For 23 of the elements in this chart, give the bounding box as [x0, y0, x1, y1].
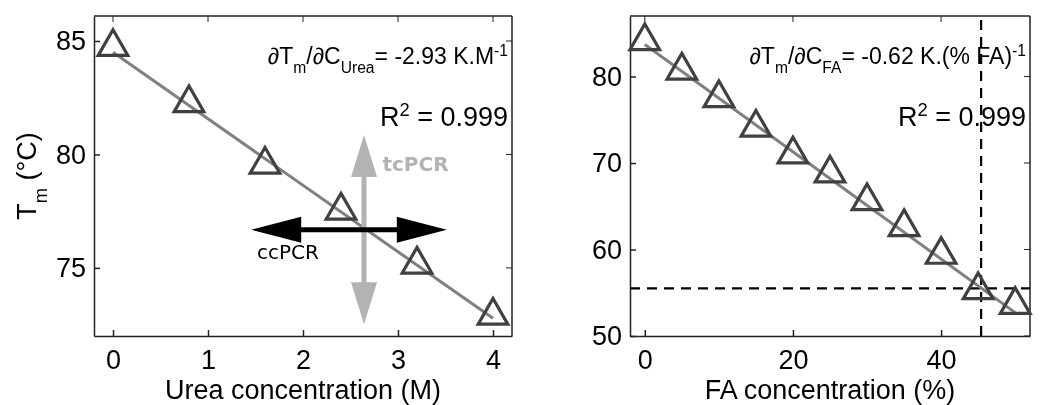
y-tick-label: 60: [591, 234, 622, 265]
annotation: tcPCR: [382, 152, 449, 177]
y-tick-label: 80: [591, 61, 622, 92]
y-tick-label: 80: [55, 139, 86, 170]
y-tick-label: 85: [55, 26, 86, 57]
x-axis-title: FA concentration (%): [704, 375, 956, 405]
annotation: ccPCR: [257, 240, 320, 265]
x-tick-label: 3: [390, 345, 407, 375]
annotation: ∂T$_{m}$/∂C$_{FA}$= -0.62 K.(% FA)$^{-1}$: [749, 41, 1026, 76]
x-axis-title: Urea concentration (M): [164, 375, 442, 405]
x-tick-label: 0: [105, 345, 122, 375]
y-tick-label: 50: [591, 321, 622, 352]
y-tick-label: 70: [591, 148, 622, 179]
annotation: R$^{2}$ = 0.999: [379, 98, 508, 132]
x-tick-label: 1: [200, 345, 217, 375]
annotation: ∂T$_{m}$/∂C$_{Urea}$= -2.93 K.M$^{-1}$: [267, 41, 508, 76]
annotation: R$^{2}$ = 0.999: [897, 98, 1026, 132]
x-tick-label: 0: [637, 345, 653, 375]
x-tick-label: 20: [778, 345, 809, 375]
x-tick-label: 40: [926, 345, 957, 375]
y-tick-label: 75: [55, 253, 86, 284]
x-tick-label: 4: [485, 345, 502, 375]
x-tick-label: 2: [295, 345, 312, 375]
